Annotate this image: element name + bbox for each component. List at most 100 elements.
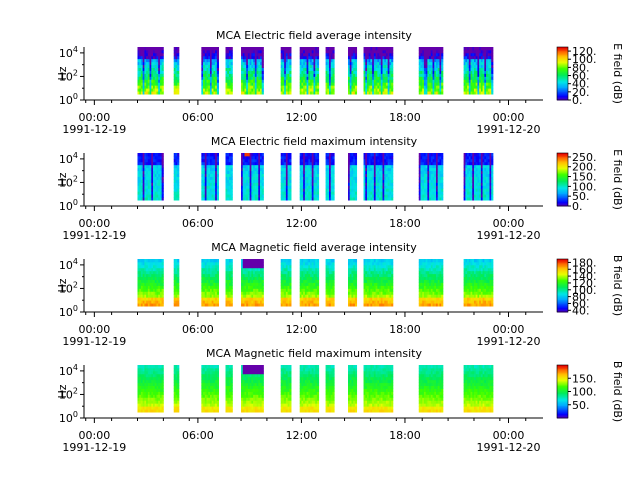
spectrogram-cell (213, 52, 216, 57)
spectrogram-cell (389, 191, 392, 195)
spectrogram-cell (242, 288, 245, 292)
spectrogram-cell (228, 164, 232, 169)
spectrogram-cell (301, 61, 304, 66)
spectrogram-cell (241, 76, 244, 80)
spectrogram-cell (365, 88, 368, 92)
spectrogram-cell (389, 82, 392, 86)
spectrogram-cell (285, 73, 289, 77)
spectrogram-cell (385, 73, 389, 77)
spectrogram-cell (429, 70, 432, 74)
spectrogram-cell (177, 270, 180, 275)
spectrogram-cell (430, 167, 433, 172)
spectrogram-cell (142, 264, 145, 269)
spectrogram-cell (173, 158, 176, 163)
spectrogram-cell (140, 182, 144, 186)
spectrogram-cell (368, 197, 371, 201)
spectrogram-cell (256, 64, 259, 69)
spectrogram-cell (299, 270, 302, 275)
spectrogram-cell (439, 158, 442, 163)
spectrogram-cell (491, 91, 494, 95)
spectrogram-cell (158, 85, 161, 89)
spectrogram-cell (285, 52, 289, 57)
spectrogram-cell (384, 70, 387, 74)
spectrogram-cell (391, 47, 394, 51)
spectrogram-cell (385, 170, 389, 175)
spectrogram-cell (156, 194, 159, 198)
spectrogram-cell (177, 264, 180, 269)
spectrogram-cell (244, 194, 247, 198)
spectrogram-cell (422, 76, 425, 80)
spectrogram-cell (306, 197, 309, 201)
colorbar-segment (557, 186, 568, 188)
spectrogram-cell (379, 85, 382, 89)
spectrogram-cell (310, 153, 313, 157)
spectrogram-cell (348, 47, 351, 51)
spectrogram-cell (479, 47, 482, 51)
spectrogram-cell (436, 52, 439, 57)
colorbar-frame (556, 152, 569, 207)
spectrogram-cell (144, 179, 147, 183)
spectrogram-cell (289, 303, 292, 307)
spectrogram-cell (349, 188, 352, 192)
spectrogram-cell (311, 82, 314, 86)
spectrogram-cell (429, 167, 432, 172)
spectrogram-cell (254, 70, 257, 74)
spectrogram-cell (377, 64, 380, 69)
spectrogram-cell (151, 58, 154, 63)
spectrogram-cell (228, 70, 232, 74)
spectrogram-cell (147, 82, 150, 86)
spectrogram-cell (303, 270, 306, 275)
spectrogram-cell (249, 288, 252, 292)
spectrogram-cell (353, 170, 356, 175)
spectrogram-cell (382, 52, 385, 57)
spectrogram-cell (208, 300, 211, 304)
spectrogram-cell (422, 73, 425, 77)
spectrogram-cell (256, 85, 259, 89)
spectrogram-cell (140, 303, 144, 307)
spectrogram-cell (389, 170, 392, 175)
spectrogram-cell (304, 273, 307, 278)
spectrogram-cell (144, 303, 147, 307)
spectrogram-cell (256, 282, 259, 286)
spectrogram-cell (384, 197, 387, 201)
spectrogram-cell (159, 264, 163, 269)
spectrogram-cell (206, 61, 209, 66)
spectrogram-cell (289, 155, 292, 160)
spectrogram-cell (201, 155, 204, 160)
spectrogram-cell (473, 47, 477, 51)
spectrogram-cell (284, 49, 287, 54)
spectrogram-cell (173, 188, 176, 192)
spectrogram-cell (301, 49, 304, 54)
spectrogram-cell (380, 173, 383, 177)
spectrogram-cell (299, 70, 302, 74)
spectrogram-cell (246, 303, 249, 307)
spectrogram-cell (156, 91, 159, 95)
spectrogram-cell (299, 285, 302, 289)
spectrogram-cell (201, 197, 204, 201)
spectrogram-cell (201, 55, 204, 60)
spectrogram-cell (253, 179, 256, 183)
spectrogram-cell (241, 276, 244, 281)
spectrogram-cell (472, 176, 475, 180)
spectrogram-cell (377, 173, 380, 177)
spectrogram-cell (244, 67, 247, 71)
colorbar-segment (557, 167, 568, 170)
spectrogram-cell (484, 70, 487, 74)
spectrogram-cell (368, 58, 371, 63)
spectrogram-cell (313, 179, 316, 183)
spectrogram-cell (230, 179, 233, 183)
spectrogram-cell (142, 288, 145, 292)
spectrogram-cell (439, 155, 442, 160)
spectrogram-cell (146, 85, 149, 89)
spectrogram-cell (480, 88, 484, 92)
spectrogram-cell (385, 164, 389, 169)
spectrogram-cell (375, 73, 378, 77)
spectrogram-cell (306, 300, 309, 304)
spectrogram-cell (379, 64, 382, 69)
spectrogram-cell (147, 191, 150, 195)
spectrogram-cell (161, 267, 164, 272)
spectrogram-cell (329, 49, 332, 54)
spectrogram-cell (227, 170, 230, 175)
spectrogram-cell (158, 73, 161, 77)
spectrogram-cell (418, 61, 421, 66)
